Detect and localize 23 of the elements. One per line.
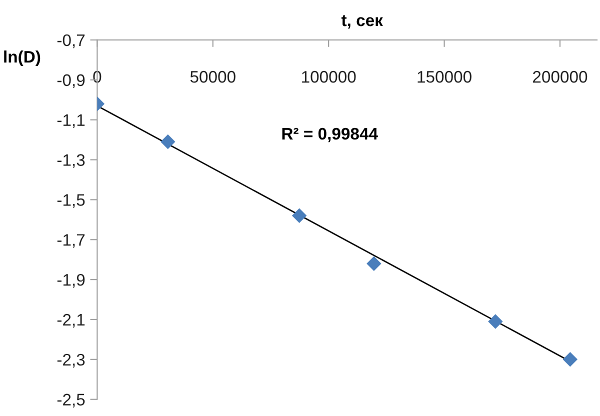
point bbox=[160, 134, 175, 149]
y-tick-label: -1,7 bbox=[57, 234, 85, 248]
x-tick-label: 50000 bbox=[190, 70, 236, 83]
y-axis-title: ln(D) bbox=[4, 50, 40, 66]
x-tick-label: 200000 bbox=[533, 70, 588, 83]
y-tick-label: -0,9 bbox=[57, 74, 85, 88]
y-tick-label: -1,3 bbox=[57, 154, 85, 168]
y-tick-label: -1,1 bbox=[57, 114, 85, 128]
y-tick-label: -2,3 bbox=[57, 354, 85, 368]
x-tick-label: 150000 bbox=[418, 70, 472, 83]
x-tick-label: 100000 bbox=[302, 70, 356, 83]
annotation: R² = 0,99844 bbox=[282, 128, 378, 142]
x-axis-title: t, сек bbox=[341, 15, 383, 29]
y-tick-label: -1,9 bbox=[57, 274, 85, 288]
y-tick-label: -2,1 bbox=[57, 314, 85, 328]
point bbox=[488, 314, 502, 329]
y-tick-label: -0,7 bbox=[57, 34, 85, 48]
point bbox=[563, 352, 578, 366]
point bbox=[292, 208, 306, 223]
point bbox=[366, 256, 382, 271]
x-tick-label: 0 bbox=[93, 70, 102, 83]
y-tick-label: -2,5 bbox=[57, 394, 85, 408]
y-tick-label: -1,5 bbox=[57, 194, 85, 208]
